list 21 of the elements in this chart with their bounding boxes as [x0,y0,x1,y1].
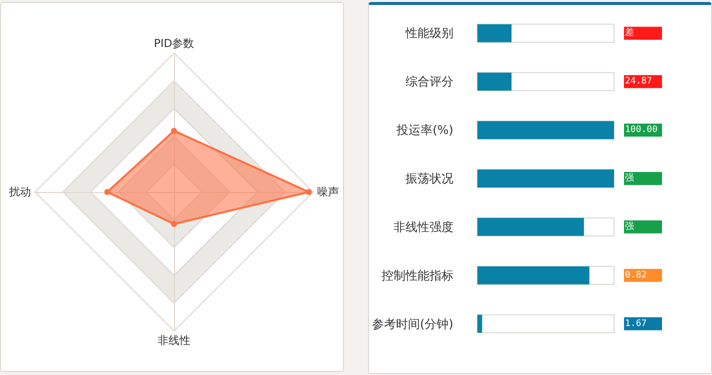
spoke-label: PID参数 [154,37,194,50]
spoke-label: 非线性 [158,334,190,347]
text: 24.87 [625,76,652,87]
bar [477,72,512,91]
y-tick-label: 振荡状况 [405,172,454,186]
y-tick-label: 投运率(%) [396,123,454,138]
y-tick-label: 性能级别 [404,26,454,40]
text: 0.82 [625,270,647,280]
text: 100.00 [625,125,658,136]
y-tick-label: 参考时间(分钟) [372,316,454,331]
text: 强 [625,220,634,232]
y-tick-label: 控制性能指标 [381,268,454,282]
spoke-label: 扰动 [8,186,31,198]
text: 1.67 [625,318,647,329]
text: 差 [625,27,634,38]
spoke-label: 噪声 [317,186,339,198]
y-tick-label: 非线性强度 [393,220,454,234]
y-tick-label: 综合评分 [405,74,454,89]
bar [477,314,482,333]
text: 强 [625,172,634,184]
bar [477,24,512,42]
